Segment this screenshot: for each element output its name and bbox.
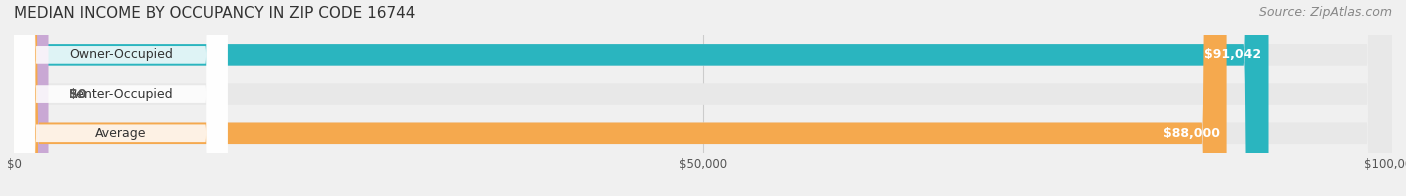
FancyBboxPatch shape [14,0,228,196]
Text: Owner-Occupied: Owner-Occupied [69,48,173,61]
Text: $0: $0 [69,88,87,101]
FancyBboxPatch shape [14,0,48,196]
FancyBboxPatch shape [14,0,1392,196]
Text: $88,000: $88,000 [1163,127,1220,140]
FancyBboxPatch shape [14,0,228,196]
FancyBboxPatch shape [14,0,1392,196]
Text: $91,042: $91,042 [1205,48,1261,61]
FancyBboxPatch shape [14,0,228,196]
Text: MEDIAN INCOME BY OCCUPANCY IN ZIP CODE 16744: MEDIAN INCOME BY OCCUPANCY IN ZIP CODE 1… [14,6,415,21]
FancyBboxPatch shape [14,0,1226,196]
FancyBboxPatch shape [14,0,1392,196]
Text: Source: ZipAtlas.com: Source: ZipAtlas.com [1258,6,1392,19]
Text: Average: Average [96,127,146,140]
FancyBboxPatch shape [14,0,1268,196]
Text: Renter-Occupied: Renter-Occupied [69,88,173,101]
